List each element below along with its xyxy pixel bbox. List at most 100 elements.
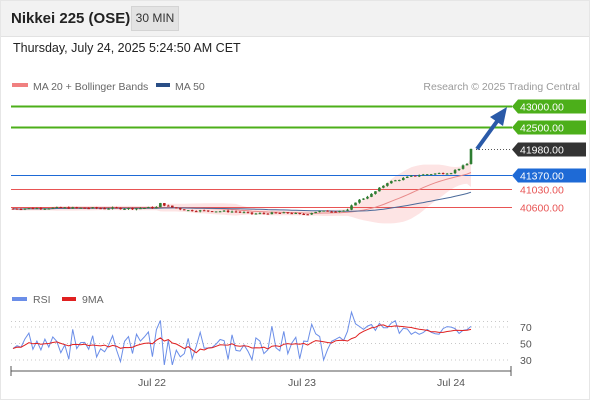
rsi-tick-label: 50 <box>520 339 532 351</box>
candle-body <box>366 196 369 199</box>
candle-body <box>194 211 198 213</box>
candle-body <box>429 174 433 176</box>
candle-body <box>290 213 294 215</box>
candle-body <box>55 207 59 209</box>
candle-body <box>59 207 63 209</box>
level-tag-current <box>512 142 586 157</box>
candle-body <box>79 207 83 209</box>
level-tag-pivot <box>512 168 586 183</box>
candle-body <box>31 208 35 210</box>
level-label-support: 41030.00 <box>520 185 564 197</box>
candle-body <box>242 212 246 214</box>
candle-body <box>190 210 194 212</box>
candle-body <box>394 180 397 182</box>
candle-body <box>246 212 250 214</box>
candle-body <box>453 170 457 174</box>
candle-body <box>266 213 270 215</box>
candle-body <box>258 213 262 215</box>
bollinger-legend-label: MA 20 + Bollinger Bands <box>33 81 148 93</box>
candle-body <box>67 207 71 209</box>
candle-body <box>155 207 158 209</box>
candle-body <box>306 214 310 216</box>
candle-body <box>226 210 230 213</box>
candle-body <box>342 210 345 212</box>
x-tick-label: Jul 22 <box>138 377 166 389</box>
candle-body <box>210 211 214 213</box>
candle-body <box>278 212 282 214</box>
candle-body <box>437 173 441 175</box>
candle-body <box>171 205 174 208</box>
candle-body <box>35 208 39 210</box>
rsi-line <box>12 310 472 366</box>
candle-body <box>441 173 445 175</box>
candle-body <box>83 207 86 209</box>
source-credit: Research © 2025 Trading Central <box>423 81 580 93</box>
candle-body <box>214 211 218 213</box>
candle-body <box>182 209 186 211</box>
chart-header: Nikkei 225 (OSE) 30 MIN <box>0 0 590 37</box>
candle-body <box>43 208 47 210</box>
candle-body <box>378 187 381 192</box>
candle-body <box>186 210 190 212</box>
rsi-panel: 70 50 30 <box>11 310 532 367</box>
candle-body <box>75 207 79 209</box>
candle-body <box>457 168 461 171</box>
candle-body <box>234 211 238 213</box>
ma9-legend-swatch <box>62 297 76 301</box>
candle-body <box>310 213 313 215</box>
candle-body <box>254 213 258 215</box>
bollinger-band <box>13 158 471 224</box>
candle-body <box>147 207 150 209</box>
candle-body <box>11 208 15 210</box>
target-arrow-shaft <box>475 118 500 151</box>
candle-body <box>51 207 55 209</box>
candle-body <box>19 209 23 211</box>
candle-body <box>63 207 67 209</box>
timeframe-button[interactable]: 30 MIN <box>131 6 179 31</box>
candle-body <box>103 208 106 210</box>
candle-body <box>202 210 206 212</box>
candle-body <box>71 207 75 209</box>
level-label-pivot: 41370.00 <box>520 171 564 183</box>
ma9-legend-label: 9MA <box>82 294 104 306</box>
candle-body <box>338 210 341 212</box>
candle-body <box>461 165 465 169</box>
candle-body <box>405 176 409 178</box>
candle-body <box>346 209 349 211</box>
candle-body <box>425 174 429 176</box>
candle-body <box>362 198 365 200</box>
candle-body <box>314 211 317 214</box>
bollinger-band-area <box>13 158 471 224</box>
rsi-ma9-line <box>12 324 472 354</box>
candle-body <box>417 175 421 177</box>
candle-body <box>99 208 102 210</box>
candle-body <box>354 202 357 206</box>
candle-body <box>27 208 31 210</box>
x-tick-label: Jul 24 <box>437 377 465 389</box>
rsi-legend-swatch <box>12 297 27 301</box>
candle-body <box>390 181 393 184</box>
level-label-target: 42500.00 <box>520 123 564 135</box>
candle-body <box>47 208 51 210</box>
candle-body <box>350 205 353 210</box>
candle-body <box>15 208 19 210</box>
candle-body <box>294 213 298 215</box>
rsi-tick-label: 30 <box>520 355 532 367</box>
candle-body <box>163 203 166 206</box>
candle-body <box>270 212 274 215</box>
candle-body <box>131 208 134 210</box>
candle-body <box>274 212 278 214</box>
candle-body <box>198 210 202 212</box>
candle-body <box>318 211 321 213</box>
candle-body <box>302 214 306 216</box>
candle-body <box>298 213 302 215</box>
instrument-title: Nikkei 225 (OSE) <box>11 10 131 27</box>
candle-body <box>178 208 182 210</box>
candle-body <box>330 211 333 213</box>
candle-body <box>222 210 226 212</box>
candle-body <box>398 180 401 182</box>
candle-body <box>159 203 162 208</box>
bollinger-legend-swatch <box>12 83 28 87</box>
candle-body <box>87 208 90 210</box>
